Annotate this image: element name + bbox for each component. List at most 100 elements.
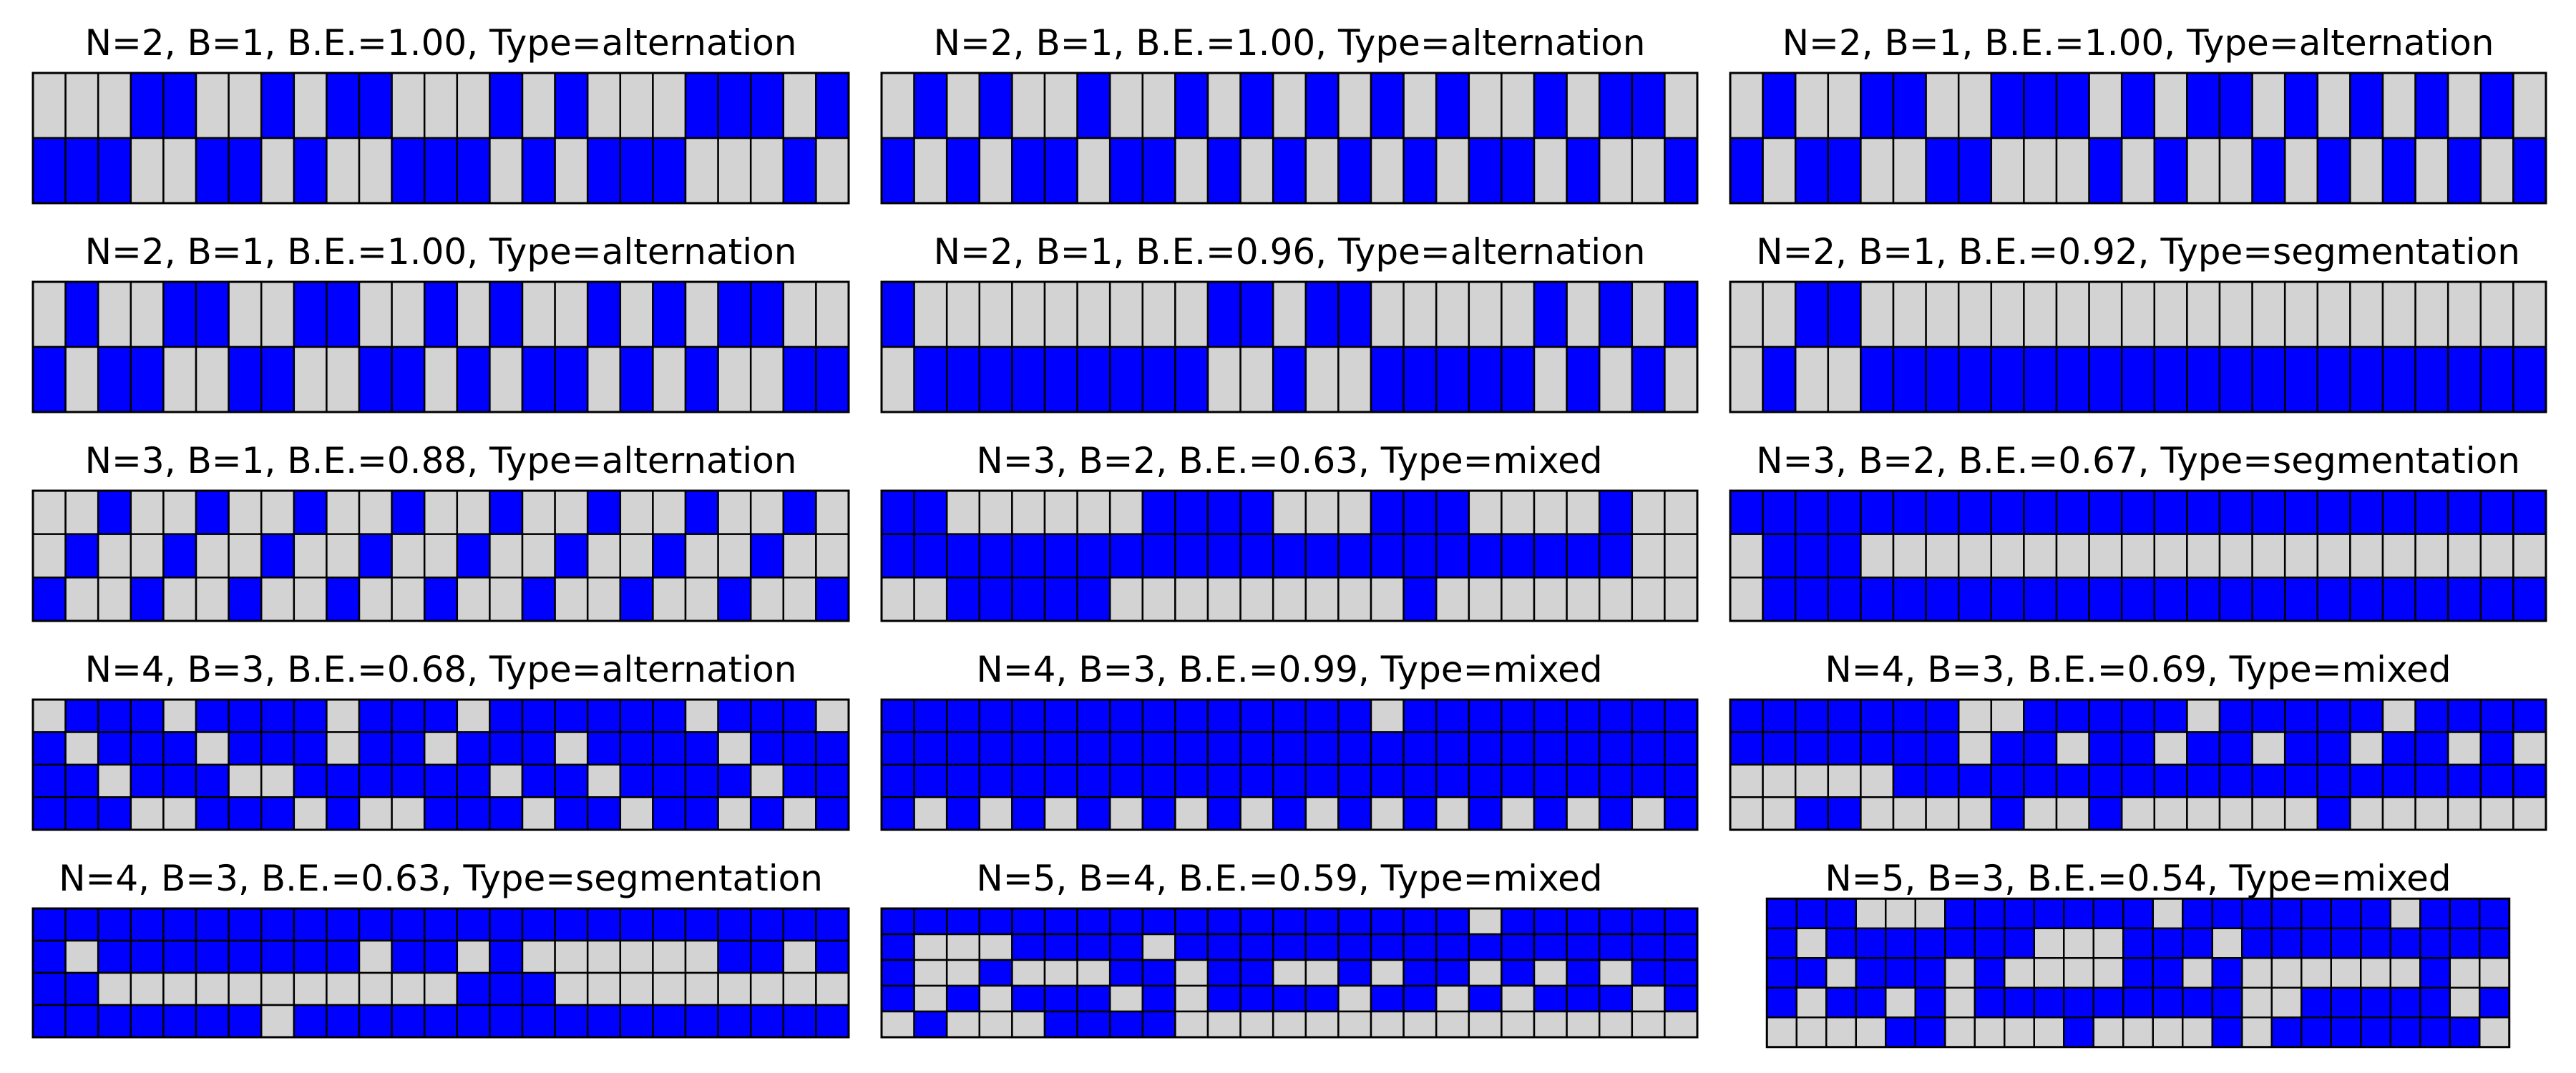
heatmap-cell: [2301, 1016, 2332, 1048]
heatmap-cell: [1598, 346, 1634, 413]
heatmap-cell: [391, 346, 426, 413]
heatmap-cell: [1762, 731, 1797, 766]
heatmap-cell: [2301, 898, 2332, 929]
heatmap-cell: [1370, 1010, 1405, 1039]
heatmap-cell: [1011, 577, 1046, 622]
heatmap-cell: [293, 577, 328, 622]
heatmap-cell: [1598, 907, 1634, 936]
heatmap-cell: [586, 1004, 622, 1039]
heatmap-cell: [1435, 796, 1470, 831]
heatmap-cell: [2033, 986, 2065, 1019]
heatmap-cell: [260, 698, 296, 733]
heatmap-cell: [1468, 907, 1503, 936]
heatmap-cell: [1974, 1016, 2006, 1048]
heatmap-cell: [2381, 533, 2416, 579]
heatmap-cell: [1272, 959, 1307, 987]
heatmap-cell: [1370, 346, 1405, 413]
heatmap-cell: [1794, 731, 1830, 766]
heatmap-cell: [1468, 137, 1503, 205]
heatmap-frame: [880, 698, 1699, 831]
heatmap-cell: [1076, 907, 1111, 936]
heatmap-cell: [1855, 957, 1887, 989]
heatmap-cell: [1566, 763, 1601, 798]
heatmap-cell: [554, 971, 589, 1006]
heatmap-cell: [717, 346, 752, 413]
heatmap-cell: [293, 280, 328, 348]
heatmap-cell: [1337, 280, 1372, 348]
heatmap-cell: [521, 939, 556, 974]
heatmap-cell: [945, 1010, 981, 1039]
heatmap-cell: [1076, 698, 1111, 733]
heatmap-cell: [1108, 1010, 1144, 1039]
heatmap-cell: [228, 971, 263, 1006]
heatmap-cell: [64, 939, 99, 974]
heatmap-cell: [326, 698, 361, 733]
heatmap-cell: [2330, 1016, 2362, 1048]
heatmap-cell: [64, 72, 99, 139]
heatmap-cell: [2063, 957, 2094, 989]
heatmap-cell: [978, 959, 1013, 987]
heatmap-cell: [521, 1004, 556, 1039]
heatmap-cell: [782, 137, 817, 205]
heatmap-cell: [31, 346, 67, 413]
heatmap-cell: [2241, 1016, 2273, 1048]
heatmap-cell: [2283, 72, 2319, 139]
heatmap-cell: [1598, 763, 1634, 798]
heatmap-cell: [1855, 986, 1887, 1019]
heatmap-cell: [31, 907, 67, 942]
heatmap-cell: [978, 907, 1013, 936]
heatmap-cell: [2055, 577, 2090, 622]
heatmap-cell: [2092, 898, 2124, 929]
heatmap-cell: [1974, 957, 2006, 989]
heatmap-cell: [1370, 489, 1405, 535]
heatmap-cell: [423, 971, 459, 1006]
heatmap-cell: [1402, 763, 1438, 798]
heatmap-cell: [2186, 731, 2221, 766]
heatmap-cell: [1174, 763, 1209, 798]
heatmap-cell: [2092, 986, 2124, 1019]
heatmap-cell: [1860, 763, 1895, 798]
heatmap-cell: [1729, 280, 1764, 348]
heatmap-cell: [1011, 731, 1046, 766]
heatmap-cell: [1108, 731, 1144, 766]
heatmap-cell: [1501, 72, 1536, 139]
heatmap-cell: [358, 1004, 393, 1039]
heatmap-cell: [815, 939, 850, 974]
heatmap-cell: [1892, 137, 1927, 205]
heatmap-cell: [815, 489, 850, 535]
heatmap-cell: [130, 533, 165, 579]
heatmap-cell: [1011, 533, 1046, 579]
heatmap-cell: [1174, 489, 1209, 535]
heatmap-cell: [1990, 763, 2025, 798]
heatmap-cell: [1762, 346, 1797, 413]
heatmap-cell: [2449, 898, 2481, 929]
heatmap-cell: [489, 763, 524, 798]
heatmap-frame: [31, 907, 850, 1039]
heatmap-cell: [1827, 72, 1862, 139]
heatmap-cell: [195, 280, 230, 348]
heatmap-cell: [1076, 731, 1111, 766]
heatmap-cell: [293, 346, 328, 413]
heatmap-cell: [2512, 280, 2547, 348]
heatmap-cell: [945, 72, 981, 139]
heatmap-cell: [130, 346, 165, 413]
heatmap-cell: [619, 489, 654, 535]
heatmap-cell: [1795, 898, 1828, 929]
heatmap-cell: [2349, 577, 2384, 622]
heatmap-cell: [1239, 72, 1274, 139]
heatmap-cell: [978, 984, 1013, 1013]
heatmap-cell: [1402, 489, 1438, 535]
heatmap-cell: [2153, 698, 2188, 733]
heatmap-cell: [489, 137, 524, 205]
heatmap-cell: [1011, 796, 1046, 831]
heatmap-cell: [521, 346, 556, 413]
heatmap-cell: [2270, 957, 2303, 989]
heatmap-cell: [880, 577, 915, 622]
heatmap-cell: [1533, 984, 1568, 1013]
heatmap-cell: [652, 346, 687, 413]
heatmap-cell: [228, 533, 263, 579]
heatmap-cell: [2479, 731, 2514, 766]
heatmap-cell: [880, 72, 915, 139]
heatmap-cell: [554, 577, 589, 622]
heatmap-cell: [815, 763, 850, 798]
